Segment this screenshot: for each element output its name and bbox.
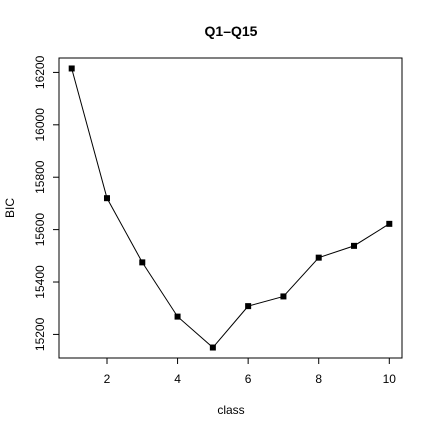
x-tick-label-2: 2 — [104, 372, 111, 386]
data-point-8 — [315, 254, 322, 261]
data-points — [68, 65, 393, 351]
y-tick-label-15600: 15600 — [33, 213, 47, 247]
y-tick-label-15400: 15400 — [33, 265, 47, 299]
data-point-7 — [280, 293, 287, 300]
data-point-1 — [68, 65, 75, 72]
chart-title: Q1–Q15 — [205, 23, 258, 39]
data-point-3 — [139, 259, 146, 266]
data-point-5 — [209, 344, 216, 351]
x-tick-label-6: 6 — [245, 372, 252, 386]
y-tick-label-15800: 15800 — [33, 160, 47, 194]
x-axis: 2 4 6 8 10 — [104, 358, 397, 386]
data-point-2 — [103, 195, 110, 202]
y-tick-label-16200: 16200 — [33, 55, 47, 89]
series-line — [71, 68, 390, 349]
x-axis-label: class — [217, 403, 244, 417]
data-point-9 — [351, 242, 358, 249]
data-point-6 — [245, 303, 252, 310]
plot-frame — [58, 57, 403, 359]
x-tick-label-10: 10 — [383, 372, 397, 386]
x-tick-label-4: 4 — [174, 372, 181, 386]
y-axis-label: BIC — [3, 198, 17, 218]
data-point-10 — [386, 220, 393, 227]
y-axis: 15200 15400 15600 15800 16000 16200 — [33, 55, 59, 351]
y-tick-label-16000: 16000 — [33, 108, 47, 142]
x-tick-label-8: 8 — [315, 372, 322, 386]
y-tick-label-15200: 15200 — [33, 317, 47, 351]
data-point-4 — [174, 313, 181, 320]
